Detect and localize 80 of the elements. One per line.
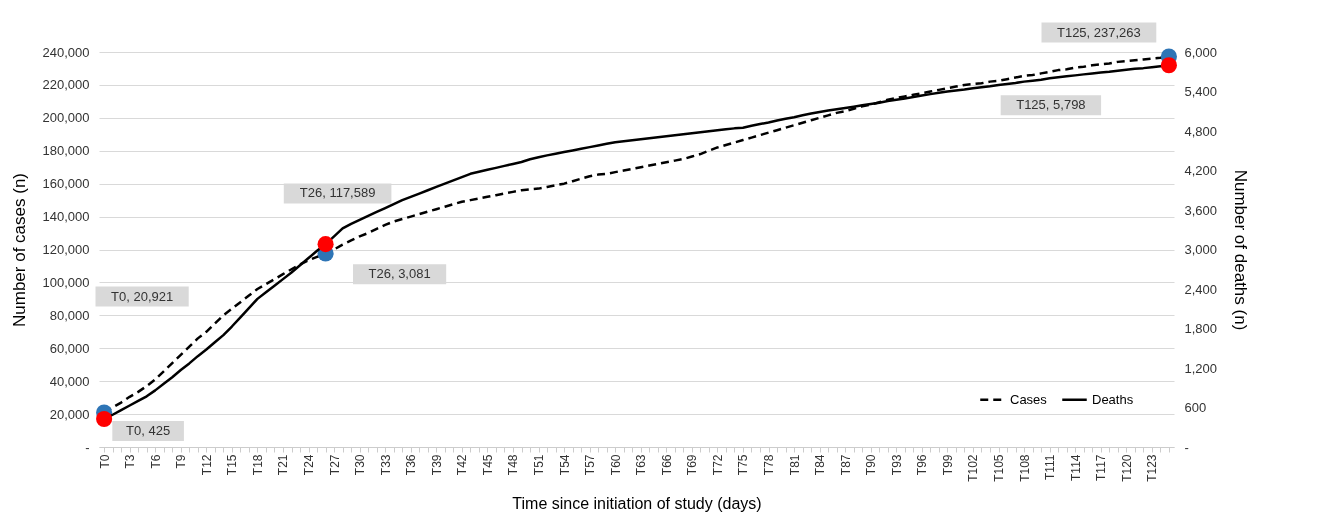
x-tick-label: T57 bbox=[583, 454, 598, 476]
legend-label: Deaths bbox=[1092, 391, 1134, 407]
x-tick-label: T87 bbox=[838, 454, 853, 476]
x-tick-label: T30 bbox=[353, 454, 368, 476]
y-tick-label: 140,000 bbox=[42, 209, 90, 225]
y2-tick-label: 1,200 bbox=[1184, 360, 1218, 376]
x-tick-label: T3 bbox=[123, 454, 138, 469]
x-tick-label: T120 bbox=[1119, 454, 1134, 482]
y-tick-label: 20,000 bbox=[49, 406, 90, 422]
x-tick-label: T0 bbox=[97, 454, 112, 469]
y-tick-label: 240,000 bbox=[42, 44, 90, 60]
y-tick-label: 60,000 bbox=[49, 340, 90, 356]
y2-axis-title: Number of deaths (n) bbox=[1231, 169, 1251, 331]
y2-tick-label: 3,000 bbox=[1184, 242, 1218, 257]
y2-tick-label: 6,000 bbox=[1184, 44, 1218, 60]
point bbox=[1160, 57, 1177, 74]
point bbox=[317, 236, 334, 253]
x-tick-label: T93 bbox=[889, 454, 904, 476]
x-tick-label: T108 bbox=[1017, 454, 1032, 482]
y-tick-label: 40,000 bbox=[49, 373, 90, 389]
x-tick-label: T18 bbox=[250, 454, 265, 476]
x-tick-label: T90 bbox=[864, 454, 879, 476]
x-tick-label: T33 bbox=[378, 454, 393, 476]
annotation: T26, 3,081 bbox=[368, 266, 431, 282]
x-tick-label: T54 bbox=[557, 454, 572, 476]
y2-tick-label: - bbox=[1184, 439, 1189, 455]
x-tick-label: T96 bbox=[915, 454, 930, 476]
x-tick-label: T84 bbox=[813, 454, 828, 476]
x-tick-label: T78 bbox=[762, 454, 777, 476]
x-tick-label: T99 bbox=[940, 454, 955, 476]
x-tick-label: T39 bbox=[429, 454, 444, 476]
x-tick-label: T111 bbox=[1043, 454, 1058, 481]
y2-tick-label: 1,800 bbox=[1184, 321, 1218, 336]
x-tick-label: T63 bbox=[634, 454, 649, 476]
x-tick-label: T51 bbox=[532, 454, 547, 476]
x-tick-label: T117 bbox=[1094, 454, 1109, 481]
x-tick-label: T105 bbox=[992, 454, 1007, 482]
legend-label: Cases bbox=[1010, 391, 1048, 407]
x-tick-label: T69 bbox=[685, 454, 700, 476]
y2-tick-label: 4,800 bbox=[1184, 123, 1218, 139]
x-tick-label: T21 bbox=[276, 454, 291, 476]
x-tick-label: T123 bbox=[1145, 454, 1160, 482]
y-tick-label: 160,000 bbox=[42, 176, 90, 192]
x-tick-label: T24 bbox=[302, 454, 317, 476]
x-tick-label: T15 bbox=[225, 454, 240, 476]
point bbox=[96, 410, 113, 428]
y-tick-label: 80,000 bbox=[49, 307, 90, 323]
annotation: T0, 20,921 bbox=[111, 288, 174, 304]
y-tick-label: 220,000 bbox=[42, 77, 90, 93]
y-tick-label: 200,000 bbox=[42, 110, 90, 126]
x-axis-title: Time since initiation of study (days) bbox=[512, 494, 762, 512]
x-tick-label: T42 bbox=[455, 454, 470, 476]
annotation: T0, 425 bbox=[126, 423, 171, 439]
x-tick-label: T60 bbox=[608, 454, 623, 476]
y-tick-label: 120,000 bbox=[42, 242, 90, 257]
x-tick-label: T45 bbox=[480, 454, 495, 476]
x-tick-label: T66 bbox=[659, 454, 674, 476]
y-tick-label: 180,000 bbox=[42, 143, 90, 159]
x-tick-label: T48 bbox=[506, 454, 521, 476]
annotation: T125, 5,798 bbox=[1016, 97, 1086, 113]
y2-tick-label: 4,200 bbox=[1184, 163, 1218, 178]
y-tick-label: 100,000 bbox=[42, 274, 90, 290]
x-tick-label: T114 bbox=[1068, 454, 1083, 481]
x-tick-label: T9 bbox=[174, 454, 189, 469]
x-tick-label: T75 bbox=[736, 454, 751, 476]
y-axis-title: Number of cases (n) bbox=[9, 173, 29, 327]
text: T125, 237,263 bbox=[1056, 24, 1141, 40]
x-tick-label: T81 bbox=[787, 454, 802, 476]
y2-tick-label: 5,400 bbox=[1184, 84, 1218, 99]
x-tick-label: T12 bbox=[199, 454, 214, 476]
x-tick-label: T36 bbox=[404, 454, 419, 476]
y2-tick-label: 2,400 bbox=[1184, 281, 1218, 297]
y-tick-label: - bbox=[85, 439, 90, 455]
x-tick-label: T6 bbox=[148, 454, 163, 469]
x-tick-label: T72 bbox=[710, 454, 725, 476]
x-tick-label: T102 bbox=[966, 454, 981, 482]
y2-tick-label: 3,600 bbox=[1184, 202, 1218, 218]
annotation: T26, 117,589 bbox=[299, 185, 376, 201]
x-tick-label: T27 bbox=[327, 454, 342, 476]
y2-tick-label: 600 bbox=[1184, 400, 1207, 415]
